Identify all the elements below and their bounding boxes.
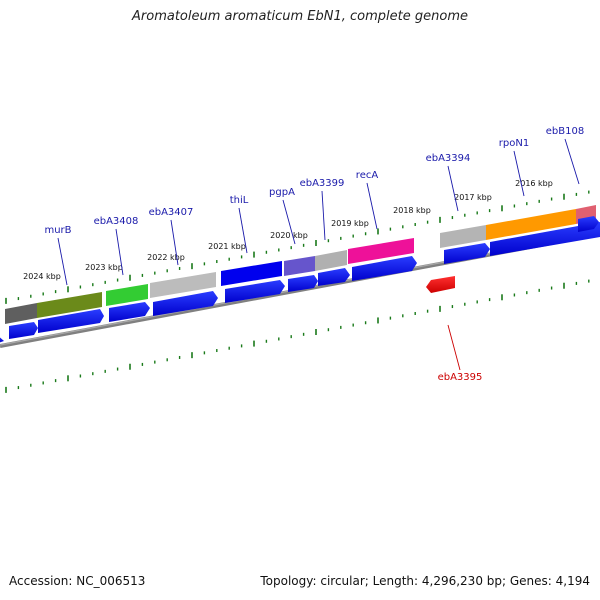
gene-leader-line bbox=[282, 199, 296, 245]
gene-label[interactable]: ebA3395 bbox=[438, 372, 483, 383]
gene-labels: murB ebA3408 ebA3407 thiL pgpA ebA3399 recA ebA… bbox=[44, 126, 584, 383]
gene-leader-line bbox=[57, 237, 68, 286]
cds-arrow[interactable] bbox=[318, 268, 350, 286]
cds-arrow[interactable] bbox=[490, 222, 600, 256]
category-box bbox=[5, 303, 37, 324]
gene-label[interactable]: ebA3394 bbox=[426, 153, 471, 164]
cds-arrow[interactable] bbox=[444, 243, 490, 264]
gene-label[interactable]: ebA3408 bbox=[94, 216, 139, 227]
category-box bbox=[106, 284, 148, 306]
category-box bbox=[440, 225, 486, 248]
accession-text: Accession: NC_006513 bbox=[9, 574, 146, 588]
gene-leader-line bbox=[564, 138, 580, 185]
cds-arrow[interactable] bbox=[38, 309, 104, 333]
gene-leader-line bbox=[447, 324, 461, 371]
kbp-label: 2023 kbp bbox=[85, 263, 123, 272]
category-box bbox=[486, 209, 576, 240]
category-track bbox=[5, 205, 596, 324]
gene-leader-line bbox=[513, 150, 525, 197]
kbp-label: 2020 kbp bbox=[270, 231, 308, 240]
gene-label[interactable]: rpoN1 bbox=[499, 138, 529, 149]
gene-label[interactable]: recA bbox=[356, 170, 379, 181]
kbp-label: 2021 kbp bbox=[208, 242, 246, 251]
kbp-label: 2022 kbp bbox=[147, 253, 185, 262]
cds-arrow[interactable] bbox=[578, 216, 599, 232]
cds-arrow[interactable] bbox=[0, 333, 4, 344]
category-box bbox=[150, 272, 216, 298]
category-box bbox=[221, 261, 282, 286]
gene-leader-line bbox=[447, 165, 459, 212]
gene-leader-line bbox=[170, 219, 179, 266]
cds-arrow[interactable] bbox=[352, 256, 417, 281]
gene-label[interactable]: ebA3407 bbox=[149, 207, 194, 218]
gene-label[interactable]: ebB108 bbox=[546, 126, 584, 137]
cds-arrow[interactable] bbox=[225, 280, 285, 303]
gene-leader-line bbox=[321, 190, 326, 241]
kbp-label: 2024 kbp bbox=[23, 272, 61, 281]
gene-label[interactable]: pgpA bbox=[269, 187, 295, 198]
forward-cds-track bbox=[0, 216, 600, 344]
kbp-label: 2016 kbp bbox=[515, 179, 553, 188]
kbp-label: 2018 kbp bbox=[393, 206, 431, 215]
gene-leader-line bbox=[366, 182, 378, 230]
topology-summary: Topology: circular; Length: 4,296,230 bp… bbox=[260, 574, 590, 588]
kbp-scale-labels: 2024 kbp 2023 kbp 2022 kbp 2021 kbp 2020 kbp… bbox=[23, 179, 553, 281]
reverse-cds-arrow[interactable] bbox=[426, 276, 455, 293]
gene-label[interactable]: murB bbox=[44, 225, 71, 236]
kbp-label: 2019 kbp bbox=[331, 219, 369, 228]
cds-arrow[interactable] bbox=[153, 291, 218, 316]
cds-arrow[interactable] bbox=[9, 322, 38, 339]
scale-ticks-lower bbox=[5, 279, 590, 393]
cds-arrow[interactable] bbox=[288, 275, 318, 292]
gene-label[interactable]: thiL bbox=[230, 195, 249, 206]
map-title: Aromatoleum aromaticum EbN1, complete ge… bbox=[132, 9, 468, 24]
category-box bbox=[284, 256, 315, 276]
category-box bbox=[348, 238, 414, 264]
gene-label[interactable]: ebA3399 bbox=[300, 178, 345, 189]
category-box bbox=[315, 250, 347, 271]
gene-leader-line bbox=[115, 228, 124, 276]
cds-arrow[interactable] bbox=[109, 302, 150, 322]
gene-leader-line bbox=[238, 207, 248, 254]
category-box bbox=[37, 292, 102, 318]
scale-ticks-upper bbox=[5, 190, 590, 304]
kbp-label: 2017 kbp bbox=[454, 193, 492, 202]
